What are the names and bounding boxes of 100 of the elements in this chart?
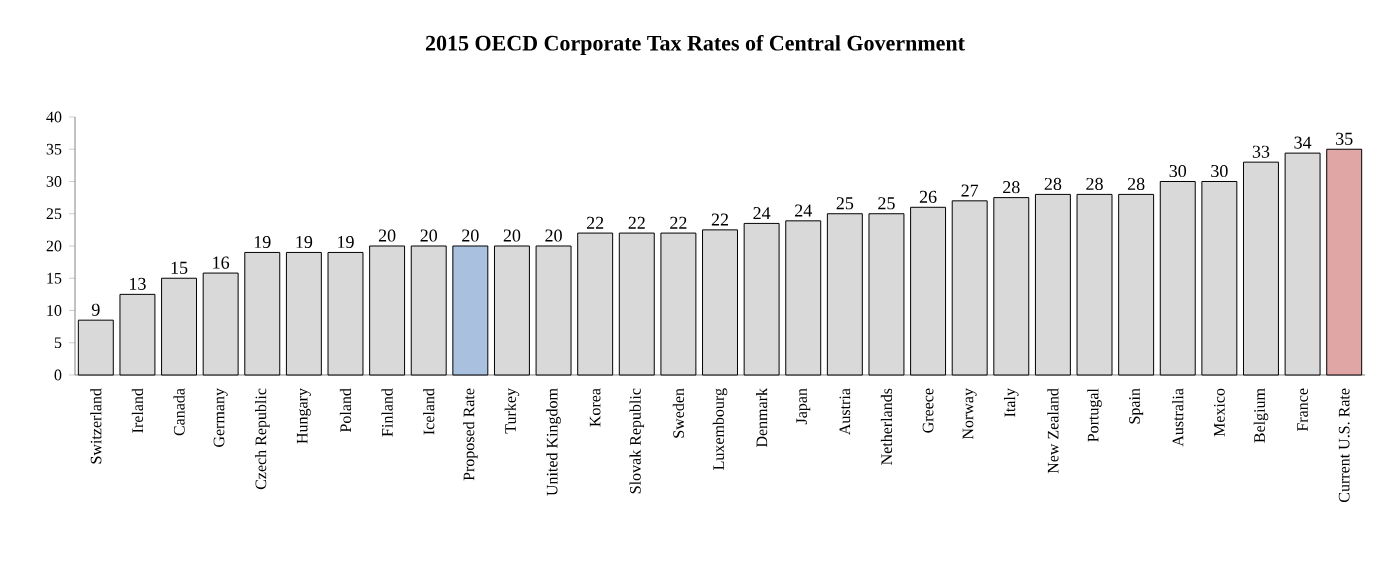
- x-tick-label: Germany: [213, 388, 228, 447]
- bar: [285, 251, 322, 376]
- x-tick-label: Turkey: [504, 388, 520, 434]
- x-tick-label: Japan: [796, 388, 811, 425]
- bar: [618, 232, 655, 376]
- y-tick-label: 25: [46, 208, 62, 220]
- data-label: 25: [836, 197, 854, 210]
- data-label: 19: [338, 235, 354, 249]
- bar: [660, 232, 697, 376]
- data-label: 28: [1003, 181, 1020, 194]
- x-tick-label: Canada: [173, 388, 185, 436]
- y-tick-label: 40: [46, 111, 62, 123]
- bar: [1159, 181, 1196, 376]
- x-tick-label: United Kingdom: [546, 388, 561, 496]
- x-tick-label: Austria: [839, 388, 851, 435]
- bar: [1076, 193, 1113, 376]
- x-tick-label: Finland: [381, 388, 393, 437]
- data-label: 16: [213, 256, 230, 269]
- y-tick-label: 0: [54, 369, 62, 381]
- x-tick-label: Luxembourg: [712, 388, 728, 470]
- data-label: 19: [296, 235, 313, 249]
- y-tick-label: 5: [54, 337, 62, 349]
- data-label: 22: [586, 216, 604, 229]
- bar: [743, 222, 780, 376]
- bar: [369, 245, 406, 376]
- x-tick-label: Portugal: [1087, 388, 1102, 442]
- x-tick-label: Spain: [1129, 388, 1144, 424]
- y-tick-label: 30: [46, 176, 62, 187]
- bar: [535, 245, 572, 376]
- data-label: 28: [1127, 177, 1145, 190]
- x-tick-label: Hungary: [296, 388, 311, 444]
- bar: [202, 272, 239, 376]
- x-tick-label: Mexico: [1213, 388, 1225, 437]
- x-tick-label: France: [1297, 388, 1308, 432]
- data-label: 15: [171, 261, 188, 274]
- data-label: 28: [1086, 177, 1103, 190]
- data-label: 27: [961, 184, 979, 197]
- data-label: 22: [670, 216, 687, 229]
- x-tick-label: Poland: [339, 388, 352, 433]
- bar: [119, 293, 156, 376]
- x-tick-label: Korea: [589, 388, 601, 427]
- bar: [868, 213, 905, 376]
- x-tick-label: Czech Republic: [255, 388, 270, 490]
- bar: [1118, 193, 1155, 376]
- bar: [493, 245, 530, 376]
- x-tick-label: Switzerland: [90, 388, 102, 464]
- data-label: 28: [1044, 177, 1062, 190]
- bar: [702, 229, 738, 376]
- bar: [1284, 152, 1321, 376]
- x-tick-label: Australia: [1172, 388, 1184, 447]
- data-label: 25: [878, 197, 895, 210]
- data-label: 20: [503, 229, 521, 242]
- data-label: 26: [919, 190, 937, 203]
- x-tick-label: Netherlands: [880, 388, 893, 465]
- data-label: 9: [91, 303, 100, 316]
- data-label: 20: [420, 229, 438, 242]
- data-label: 35: [1336, 132, 1353, 145]
- x-tick-label: New Zealand: [1047, 388, 1059, 474]
- bar: [410, 245, 447, 376]
- x-tick-label: Belgium: [1253, 388, 1269, 443]
- x-tick-label: Current U.S. Rate: [1338, 388, 1350, 503]
- bar: [1243, 161, 1279, 376]
- x-tick-label: Greece: [922, 388, 934, 433]
- y-tick-label: 35: [46, 143, 62, 155]
- bar: [161, 277, 198, 376]
- bar: [1201, 181, 1238, 376]
- data-label: 24: [753, 207, 771, 220]
- x-tick-label: Iceland: [423, 388, 435, 435]
- bar: [993, 197, 1030, 376]
- x-tick-label: Sweden: [672, 388, 685, 438]
- bar: [244, 251, 281, 376]
- x-tick-label: Norway: [962, 388, 977, 440]
- chart-title: 2015 OECD Corporate Tax Rates of Central Government: [425, 34, 965, 56]
- x-tick-label: Proposed Rate: [463, 388, 478, 481]
- y-tick-label: 20: [46, 240, 62, 252]
- x-tick-label: Italy: [1004, 388, 1019, 417]
- bar: [452, 245, 489, 376]
- data-label: 22: [628, 216, 645, 229]
- data-label: 30: [1169, 164, 1187, 178]
- data-label: 24: [795, 204, 812, 217]
- bar: [77, 319, 114, 376]
- data-label: 34: [1294, 136, 1312, 149]
- data-label: 19: [254, 235, 271, 249]
- data-label: 22: [711, 213, 729, 226]
- bar: [910, 206, 947, 376]
- bar: [785, 220, 822, 376]
- bar: [327, 251, 364, 376]
- bar: [1034, 193, 1071, 376]
- data-label: 20: [378, 229, 396, 242]
- x-tick-label: Ireland: [131, 388, 144, 433]
- x-tick-label: Denmark: [755, 388, 768, 448]
- bar: [826, 213, 863, 376]
- y-tick-label: 10: [47, 305, 62, 316]
- bar: [577, 232, 614, 376]
- data-label: 20: [545, 229, 562, 242]
- data-label: 13: [130, 277, 146, 290]
- bar: [951, 200, 988, 376]
- bar: [1326, 148, 1363, 376]
- x-tick-label: Slovak Republic: [629, 388, 645, 494]
- data-label: 33: [1252, 145, 1270, 158]
